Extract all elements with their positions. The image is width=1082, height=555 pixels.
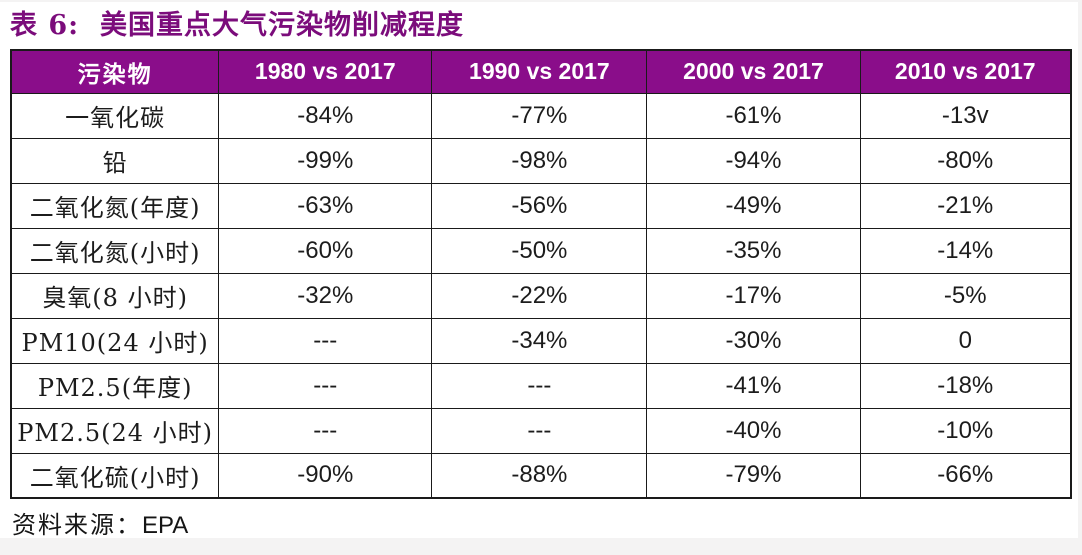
pollutant-cell: PM2.5(年度) — [10, 362, 220, 409]
value-cell: -17% — [646, 272, 861, 319]
value-cell: -22% — [431, 272, 648, 319]
value-cell: -5% — [859, 272, 1072, 319]
pollutant-cell: 铅 — [10, 137, 220, 184]
value-cell: -49% — [646, 182, 861, 229]
table-header: 污染物 1980 vs 2017 1990 vs 2017 2000 vs 20… — [10, 49, 1072, 94]
value-cell: -99% — [218, 137, 433, 184]
value-cell: -35% — [646, 227, 861, 274]
value-cell: -90% — [218, 452, 433, 499]
value-cell: -84% — [218, 92, 433, 139]
value-cell: -60% — [218, 227, 433, 274]
column-header-2010: 2010 vs 2017 — [859, 49, 1072, 94]
value-cell: -61% — [646, 92, 861, 139]
value-cell: -80% — [859, 137, 1072, 184]
table-row: 一氧化碳 -84% -77% -61% -13v — [10, 92, 1072, 139]
table-body: 一氧化碳 -84% -77% -61% -13v 铅 -99% -98% -94% -80% 二氧化… — [10, 92, 1072, 499]
value-cell: -32% — [218, 272, 433, 319]
value-cell: -98% — [431, 137, 648, 184]
value-cell: -41% — [646, 362, 861, 409]
value-cell: -21% — [859, 182, 1072, 229]
value-cell: -18% — [859, 362, 1072, 409]
column-header-2000: 2000 vs 2017 — [646, 49, 861, 94]
value-cell: --- — [431, 362, 648, 409]
value-cell: -79% — [646, 452, 861, 499]
pollutant-cell: 一氧化碳 — [10, 92, 220, 139]
value-cell: -56% — [431, 182, 648, 229]
table-row: 二氧化氮(小时) -60% -50% -35% -14% — [10, 227, 1072, 274]
value-cell: -30% — [646, 317, 861, 364]
value-cell: -34% — [431, 317, 648, 364]
table-row: PM2.5(年度) --- --- -41% -18% — [10, 362, 1072, 409]
value-cell: -63% — [218, 182, 433, 229]
pollutant-cell: 二氧化硫(小时) — [10, 452, 220, 499]
column-header-1990: 1990 vs 2017 — [431, 49, 648, 94]
value-cell: -13v — [859, 92, 1072, 139]
source-line: 资料来源：EPA — [12, 505, 188, 540]
table-title: 表 6: 美国重点大气污染物削减程度 — [10, 10, 464, 41]
header-row: 污染物 1980 vs 2017 1990 vs 2017 2000 vs 20… — [10, 49, 1072, 94]
value-cell: -10% — [859, 407, 1072, 454]
value-cell: -14% — [859, 227, 1072, 274]
column-header-1980: 1980 vs 2017 — [218, 49, 433, 94]
document-page: 表 6: 美国重点大气污染物削减程度 污染物 1980 vs 2017 1990… — [0, 2, 1078, 540]
pollutant-cell: 臭氧(8 小时) — [10, 272, 220, 319]
column-header-pollutant: 污染物 — [10, 49, 220, 94]
value-cell: --- — [218, 362, 433, 409]
table-row: 铅 -99% -98% -94% -80% — [10, 137, 1072, 184]
value-cell: --- — [431, 407, 648, 454]
value-cell: -77% — [431, 92, 648, 139]
value-cell: -88% — [431, 452, 648, 499]
source-value: EPA — [142, 512, 189, 539]
value-cell: --- — [218, 317, 433, 364]
source-label: 资料来源： — [12, 511, 142, 539]
value-cell: -40% — [646, 407, 861, 454]
value-cell: --- — [218, 407, 433, 454]
table-row: PM10(24 小时) --- -34% -30% 0 — [10, 317, 1072, 364]
value-cell: 0 — [859, 317, 1072, 364]
table-row: 二氧化氮(年度) -63% -56% -49% -21% — [10, 182, 1072, 229]
pollutant-cell: PM2.5(24 小时) — [10, 407, 220, 454]
pollutant-reduction-table: 污染物 1980 vs 2017 1990 vs 2017 2000 vs 20… — [10, 49, 1072, 499]
value-cell: -94% — [646, 137, 861, 184]
pollutant-cell: PM10(24 小时) — [10, 317, 220, 364]
table-row: 臭氧(8 小时) -32% -22% -17% -5% — [10, 272, 1072, 319]
value-cell: -50% — [431, 227, 648, 274]
table-row: PM2.5(24 小时) --- --- -40% -10% — [10, 407, 1072, 454]
pollutant-cell: 二氧化氮(年度) — [10, 182, 220, 229]
pollutant-cell: 二氧化氮(小时) — [10, 227, 220, 274]
table-row: 二氧化硫(小时) -90% -88% -79% -66% — [10, 452, 1072, 499]
value-cell: -66% — [859, 452, 1072, 499]
